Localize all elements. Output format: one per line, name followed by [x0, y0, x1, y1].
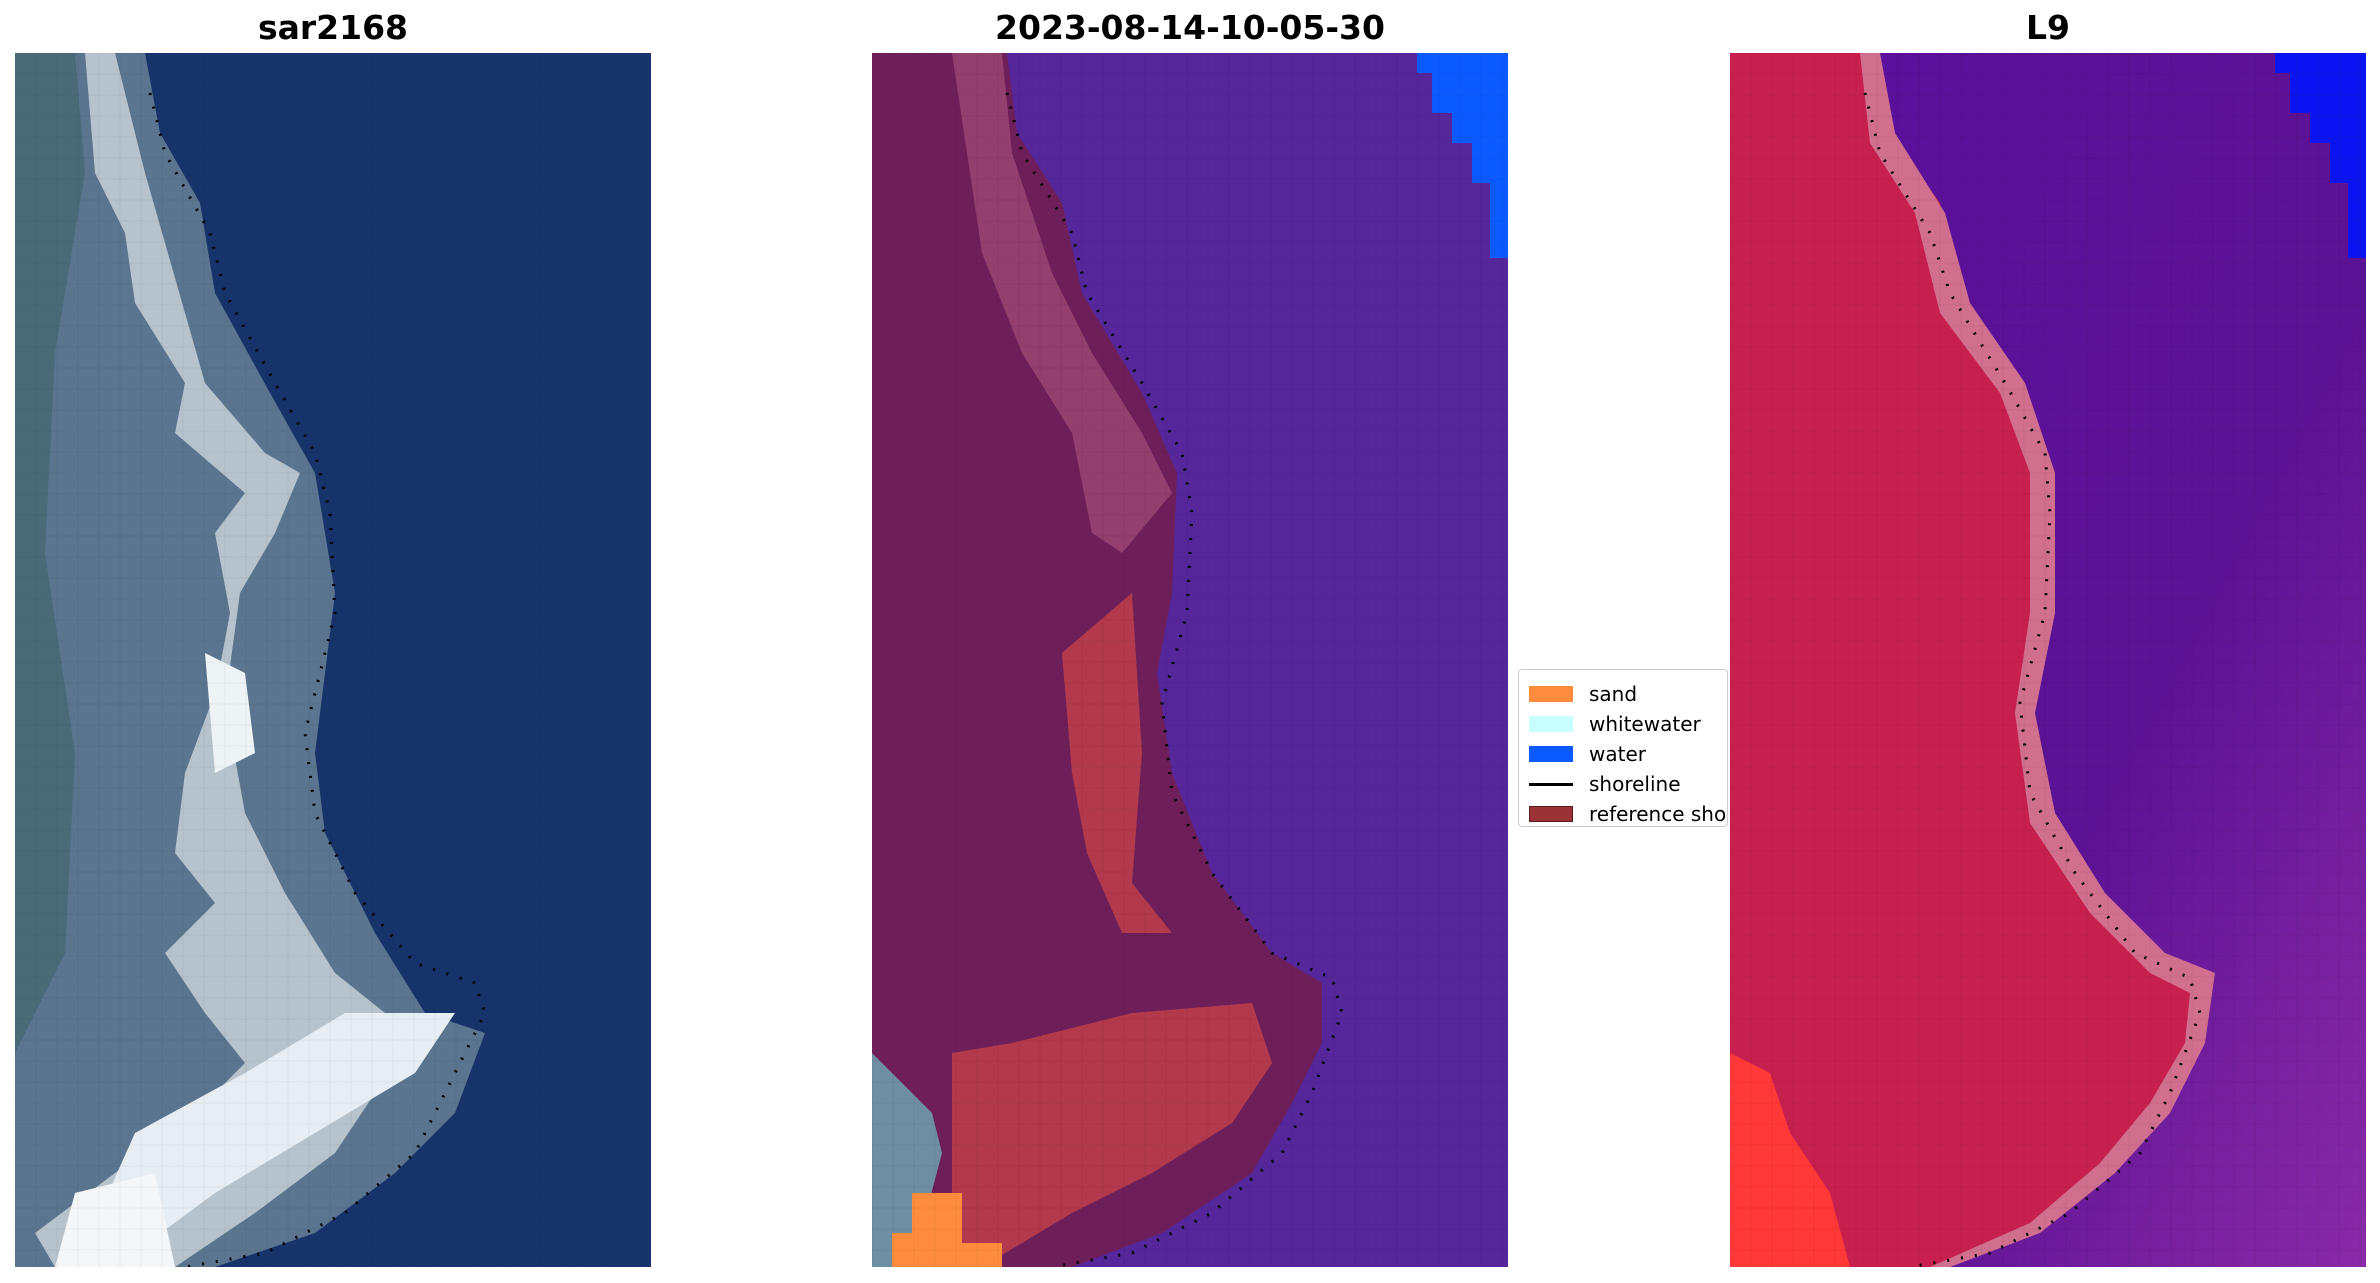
shoreline-line [1529, 782, 1573, 786]
panel-title-l9: L9 [2026, 8, 2070, 47]
legend-label: sand [1589, 682, 1638, 706]
legend-label: whitewater [1589, 712, 1701, 736]
legend-item-shoreline: shoreline [1529, 772, 1681, 796]
legend-item-sand: sand [1529, 682, 1637, 706]
reference-shoreline-swatch [1529, 806, 1573, 822]
legend: sand whitewater water shoreline referenc… [1518, 669, 1728, 827]
legend-item-water: water [1529, 742, 1646, 766]
water-swatch [1529, 746, 1573, 762]
panel-title-classification: 2023-08-14-10-05-30 [995, 8, 1385, 47]
legend-label: reference shoreline buffer [1589, 802, 1727, 826]
legend-label: water [1589, 742, 1646, 766]
whitewater-swatch [1529, 716, 1573, 732]
rgb-image-panel [15, 53, 651, 1267]
l9-panel [1730, 53, 2366, 1267]
l9-image [1730, 53, 2366, 1267]
legend-label: shoreline [1589, 772, 1681, 796]
legend-item-reference-shoreline: reference shoreline buffer [1529, 802, 1727, 826]
shoreline [1863, 92, 2202, 1267]
sand-swatch [1529, 686, 1573, 702]
classification-panel [872, 53, 1508, 1267]
rgb-image [15, 53, 651, 1267]
legend-item-whitewater: whitewater [1529, 712, 1701, 736]
panel-title-rgb: sar2168 [257, 8, 409, 47]
classification-image [872, 53, 1508, 1267]
